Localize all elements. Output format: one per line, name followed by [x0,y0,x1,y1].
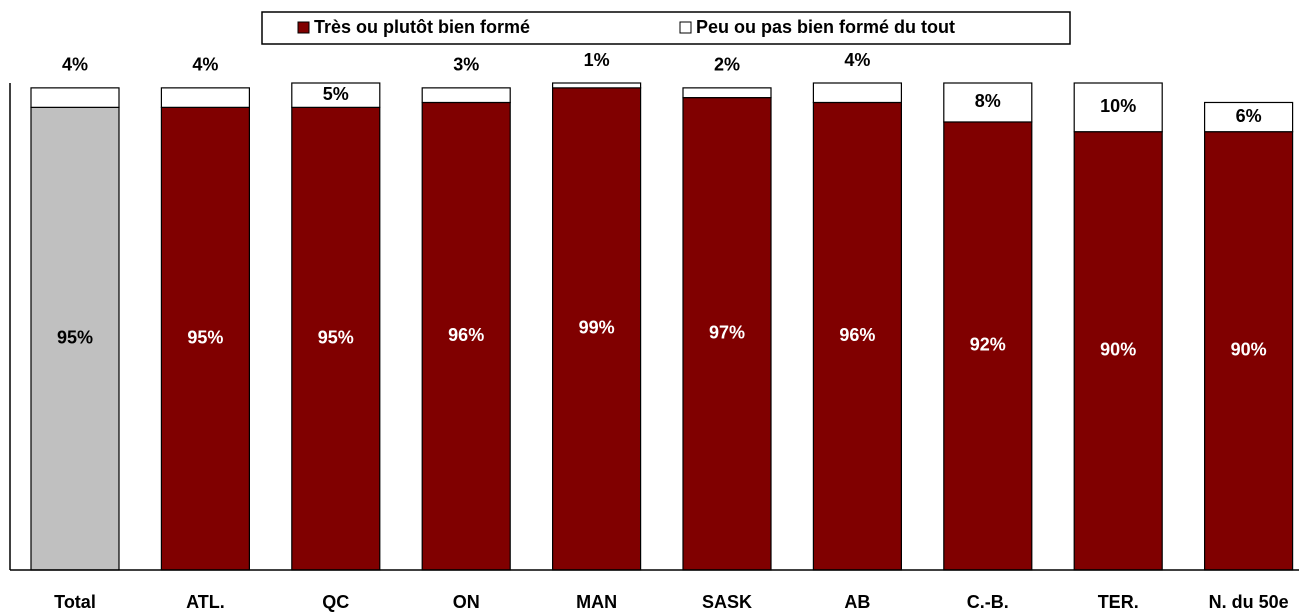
data-label: 4% [844,50,870,70]
data-label: 95% [187,327,223,347]
bar-segment [812,82,903,104]
x-tick-label: QC [322,592,349,612]
legend-label: Peu ou pas bien formé du tout [696,17,955,37]
data-label: 97% [709,323,745,343]
data-label: 3% [453,55,479,75]
bar-segment [1073,82,1163,133]
data-label: 1% [584,50,610,70]
bar-segment [943,82,1033,123]
bar-segment [1203,101,1294,133]
x-tick-label: AB [844,592,870,612]
x-tick-label: TER. [1098,592,1139,612]
bar-segment [160,87,250,108]
bar-segment [682,87,772,99]
bar-segment [1073,131,1163,571]
bar-segment [551,82,642,89]
legend-swatch [679,21,692,34]
data-label: 8% [975,91,1001,111]
x-tick-label: SASK [702,592,752,612]
legend-box [261,11,1071,45]
data-label: 95% [57,327,93,347]
bar-segment [30,106,120,571]
bar-segment [421,87,511,104]
data-label: 6% [1236,106,1262,126]
x-tick-label: N. du 50e [1209,592,1289,612]
bar-segment [1203,131,1294,571]
data-label: 90% [1231,340,1267,360]
x-tick-label: Total [54,592,96,612]
x-tick-label: ATL. [186,592,225,612]
x-tick-label: ON [453,592,480,612]
x-tick-label: C.-B. [967,592,1009,612]
data-label: 92% [970,335,1006,355]
data-label: 2% [714,55,740,75]
data-label: 5% [323,84,349,104]
bar-segment [421,101,511,571]
data-label: 95% [318,327,354,347]
bar-segment [30,87,120,108]
x-tick-label: MAN [576,592,617,612]
legend-label: Très ou plutôt bien formé [314,17,530,37]
data-label: 10% [1100,96,1136,116]
bar-segment [812,101,903,571]
legend-swatch [297,21,310,34]
bar-segment [160,106,250,571]
data-label: 96% [448,325,484,345]
data-label: 99% [579,318,615,338]
data-label: 4% [192,55,218,75]
bar-segment [551,87,642,571]
data-label: 96% [839,325,875,345]
data-label: 90% [1100,340,1136,360]
bar-segment [291,82,381,108]
data-label: 4% [62,55,88,75]
